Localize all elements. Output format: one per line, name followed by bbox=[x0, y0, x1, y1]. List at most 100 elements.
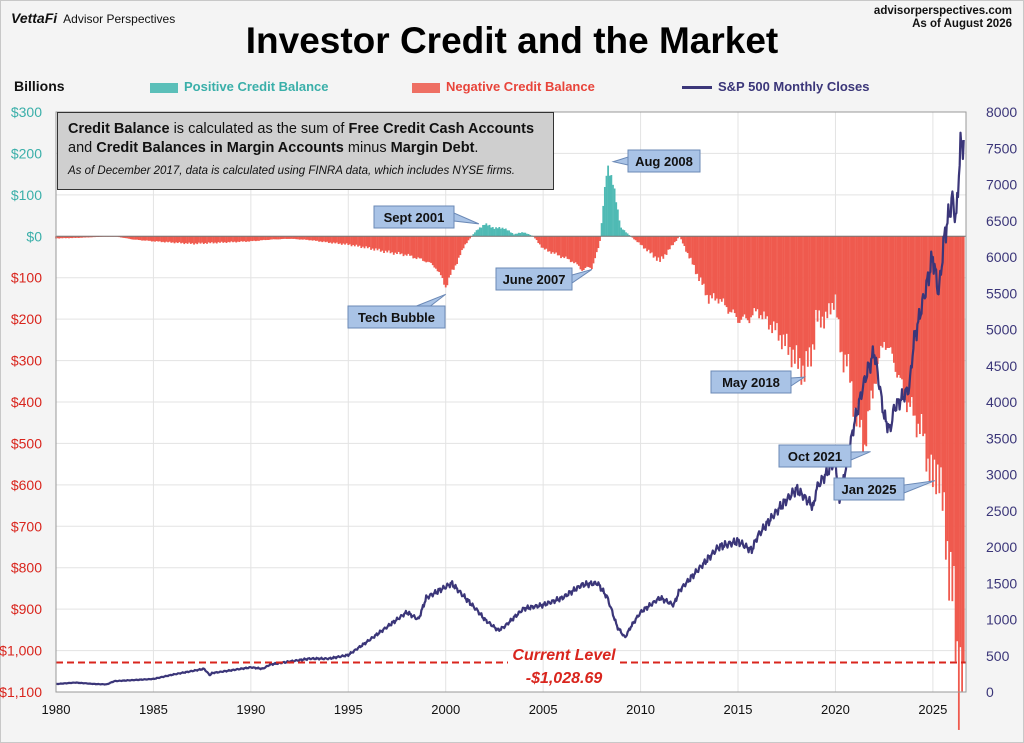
credit-bar-negative bbox=[68, 236, 70, 239]
credit-bar-positive bbox=[618, 220, 621, 237]
credit-bar-negative bbox=[777, 236, 780, 341]
credit-bar-negative bbox=[418, 236, 421, 259]
credit-bar-negative bbox=[227, 236, 230, 242]
credit-bar-negative bbox=[753, 236, 756, 309]
right-tick-label: 0 bbox=[986, 684, 994, 700]
credit-bar-negative bbox=[79, 236, 82, 238]
chart-title: Investor Credit and the Market bbox=[245, 20, 779, 61]
credit-bar-positive bbox=[615, 202, 618, 237]
credit-bar-negative bbox=[186, 236, 189, 244]
info-box-note: As of December 2017, data is calculated … bbox=[68, 165, 516, 177]
credit-bar-negative bbox=[378, 236, 381, 249]
credit-bar-negative bbox=[717, 236, 720, 304]
credit-bar-negative bbox=[553, 236, 556, 254]
credit-bar-negative bbox=[129, 236, 132, 240]
credit-bar-negative bbox=[631, 236, 634, 238]
credit-bar-negative bbox=[550, 236, 553, 254]
credit-bar-negative bbox=[282, 236, 285, 239]
credit-bar-negative bbox=[909, 236, 912, 407]
credit-bar-negative bbox=[230, 236, 233, 242]
credit-bar-negative bbox=[469, 236, 471, 239]
credit-bar-negative bbox=[243, 236, 246, 242]
credit-bar-negative bbox=[800, 236, 803, 385]
credit-bar-negative bbox=[677, 236, 679, 239]
credit-bar-negative bbox=[949, 236, 952, 552]
credit-bar-negative bbox=[751, 236, 754, 316]
credit-bar-negative bbox=[818, 236, 821, 311]
credit-bar-positive bbox=[478, 227, 481, 237]
credit-bar-negative bbox=[342, 236, 345, 244]
credit-bar-negative bbox=[128, 236, 130, 239]
credit-bar-negative bbox=[426, 236, 429, 262]
x-tick-label: 1980 bbox=[42, 702, 71, 717]
credit-bar-negative bbox=[569, 236, 572, 263]
credit-bar-negative bbox=[664, 236, 666, 255]
credit-bar-negative bbox=[253, 236, 256, 241]
credit-bar-negative bbox=[358, 236, 361, 246]
credit-bar-negative bbox=[64, 236, 67, 239]
credit-bar-positive bbox=[480, 227, 483, 237]
annotation-label: May 2018 bbox=[722, 375, 780, 390]
credit-bar-negative bbox=[137, 236, 140, 240]
credit-bar-positive bbox=[621, 229, 624, 237]
left-tick-label: $100 bbox=[11, 187, 42, 203]
annotation-label: June 2007 bbox=[503, 272, 566, 287]
credit-bar-negative bbox=[902, 236, 905, 396]
credit-bar-negative bbox=[131, 236, 134, 240]
x-tick-label: 2020 bbox=[821, 702, 850, 717]
credit-bar-negative bbox=[792, 236, 795, 350]
credit-bar-negative bbox=[948, 236, 951, 601]
credit-bar-negative bbox=[931, 236, 934, 488]
credit-bar-negative bbox=[394, 236, 397, 253]
annotation-callout: Aug 2008 bbox=[611, 149, 701, 173]
credit-bar-negative bbox=[147, 236, 150, 241]
credit-bar-negative bbox=[121, 236, 124, 238]
credit-bar-negative bbox=[141, 236, 143, 241]
credit-bar-negative bbox=[582, 236, 585, 271]
credit-bar-negative bbox=[539, 236, 541, 245]
annotation-box bbox=[373, 205, 455, 229]
credit-bar-negative bbox=[310, 236, 312, 241]
credit-bar-negative bbox=[857, 236, 860, 405]
credit-bar-negative bbox=[649, 236, 652, 254]
credit-bar-negative bbox=[464, 236, 467, 245]
credit-bar-negative bbox=[962, 236, 965, 664]
annotation-label: Oct 2021 bbox=[788, 449, 842, 464]
credit-bar-negative bbox=[688, 236, 691, 259]
credit-bar-negative bbox=[194, 236, 197, 244]
credit-bar-negative bbox=[217, 236, 220, 243]
credit-bar-positive bbox=[610, 175, 613, 237]
credit-bar-negative bbox=[212, 236, 215, 244]
credit-bar-negative bbox=[357, 236, 359, 247]
credit-bar-negative bbox=[961, 236, 964, 692]
credit-bar-negative bbox=[371, 236, 374, 249]
credit-bar-negative bbox=[597, 236, 600, 249]
credit-bar-negative bbox=[90, 236, 93, 238]
annotation-callout: Sept 2001 bbox=[373, 205, 480, 229]
credit-bar-negative bbox=[711, 236, 713, 299]
credit-bar-positive bbox=[493, 228, 496, 237]
credit-bar-negative bbox=[56, 236, 59, 239]
credit-bar-negative bbox=[236, 236, 239, 242]
credit-bar-negative bbox=[402, 236, 405, 257]
credit-bar-negative bbox=[272, 236, 275, 240]
credit-bar-negative bbox=[816, 236, 819, 322]
info-bold-3: Credit Balances in Margin Accounts bbox=[96, 140, 344, 156]
credit-bar-negative bbox=[259, 236, 262, 241]
credit-bar-negative bbox=[943, 236, 946, 493]
credit-bar-negative bbox=[714, 236, 717, 301]
credit-bar-negative bbox=[379, 236, 382, 252]
credit-bar-negative bbox=[63, 236, 66, 238]
credit-bar-negative bbox=[813, 236, 816, 350]
annotation-label: Aug 2008 bbox=[635, 154, 693, 169]
credit-bar-negative bbox=[204, 236, 207, 243]
credit-bar-negative bbox=[790, 236, 793, 368]
credit-bar-negative bbox=[331, 236, 333, 244]
credit-bar-positive bbox=[500, 228, 502, 237]
credit-bar-negative bbox=[181, 236, 184, 243]
left-tick-label: $200 bbox=[11, 145, 42, 161]
credit-bar-negative bbox=[215, 236, 218, 244]
credit-bar-negative bbox=[136, 236, 139, 240]
credit-bar-negative bbox=[162, 236, 165, 242]
credit-bar-negative bbox=[659, 236, 661, 262]
